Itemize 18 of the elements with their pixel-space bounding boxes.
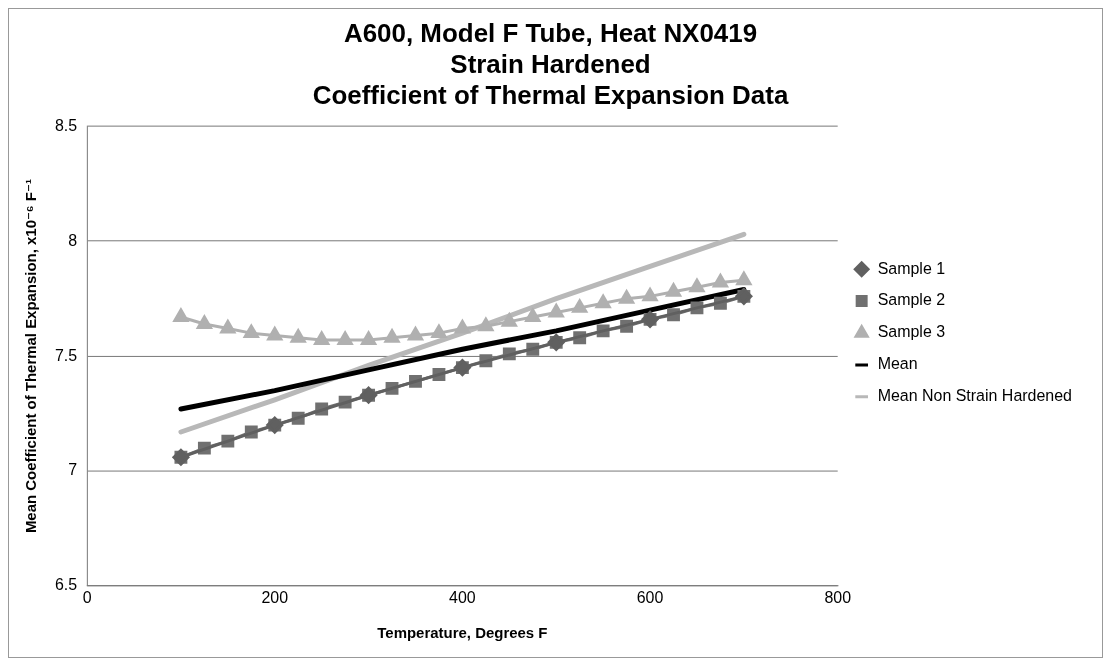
y-tick-label: 6.5: [54, 576, 78, 594]
x-tick-label: 800: [824, 588, 852, 606]
x-tick-label: 0: [82, 588, 92, 606]
y-axis-title: Mean Coefficient of Thermal Expansion, x10⁻⁶ F⁻¹: [22, 179, 40, 534]
x-axis-title: Temperature, Degrees F: [377, 624, 548, 642]
y-tick-label: 8.5: [54, 116, 78, 134]
legend-label: Sample 2: [877, 291, 946, 309]
legend-label: Mean: [877, 355, 918, 373]
y-tick-label: 7.5: [54, 346, 78, 364]
legend-label: Sample 3: [877, 323, 946, 341]
x-tick-label: 400: [449, 588, 476, 606]
y-tick-label: 8: [68, 231, 78, 249]
x-tick-label: 200: [261, 588, 289, 606]
legend-label: Mean Non Strain Hardened: [877, 387, 1072, 405]
chart-title: A600, Model F Tube, Heat NX0419 Strain Hardened Coefficient of Thermal Expansion Data: [312, 18, 789, 109]
y-tick-label: 7: [68, 461, 78, 479]
legend-label: Sample 1: [877, 259, 946, 277]
x-tick-label: 600: [636, 588, 664, 606]
